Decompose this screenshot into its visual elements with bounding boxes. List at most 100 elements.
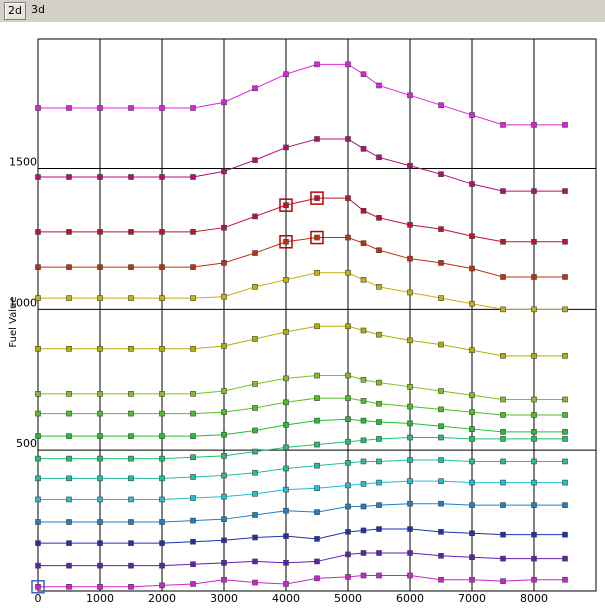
data-point — [314, 323, 320, 330]
data-point — [190, 345, 196, 352]
data-point — [190, 229, 196, 235]
data-point — [159, 105, 165, 111]
data-point — [500, 396, 506, 403]
data-point — [562, 306, 568, 313]
data-point — [562, 576, 568, 583]
data-point — [345, 195, 351, 201]
data-point — [128, 295, 134, 301]
data-point — [252, 427, 258, 434]
cursor-box — [31, 580, 45, 594]
data-point — [35, 410, 41, 417]
data-point — [35, 229, 41, 235]
data-point — [283, 238, 289, 245]
data-point — [469, 181, 475, 187]
data-point — [531, 353, 537, 359]
data-point — [97, 264, 103, 270]
data-point — [376, 379, 382, 386]
data-point — [407, 526, 413, 532]
data-point — [128, 475, 134, 482]
data-point — [35, 475, 41, 482]
data-point — [252, 448, 258, 455]
data-point — [360, 327, 367, 334]
data-point — [221, 453, 227, 459]
data-point — [190, 295, 196, 301]
y-tick-label: 1500 — [9, 156, 37, 169]
data-point — [35, 540, 41, 546]
data-point — [252, 579, 258, 586]
data-point — [190, 474, 196, 480]
data-point — [190, 264, 196, 270]
data-point — [562, 555, 568, 562]
data-point — [407, 420, 413, 427]
data-point — [252, 336, 258, 342]
data-point — [252, 469, 258, 476]
data-point — [469, 554, 475, 561]
data-point — [66, 264, 72, 270]
data-point — [376, 479, 382, 486]
data-point — [190, 454, 196, 461]
data-point — [469, 426, 475, 432]
data-point — [159, 582, 165, 589]
data-point — [438, 226, 444, 232]
data-point — [128, 264, 134, 270]
data-point — [500, 458, 506, 465]
data-point — [531, 436, 537, 442]
data-point — [190, 581, 196, 587]
view-button[interactable]: 2d — [4, 2, 26, 20]
data-point — [562, 396, 568, 403]
data-point — [407, 384, 413, 390]
data-point — [35, 264, 41, 270]
data-point — [128, 410, 134, 417]
data-point — [128, 455, 134, 462]
data-point — [159, 229, 165, 235]
data-point — [469, 392, 475, 399]
data-point — [190, 538, 196, 545]
data-point — [314, 395, 320, 401]
data-point — [438, 529, 444, 535]
data-point — [159, 264, 165, 270]
data-point — [562, 429, 568, 435]
data-point — [500, 412, 506, 418]
data-point — [407, 478, 413, 484]
data-point — [190, 517, 196, 524]
x-tick-label: 7000 — [458, 592, 486, 605]
data-point — [314, 234, 320, 241]
x-tick-label: 3000 — [210, 592, 238, 605]
data-point — [438, 406, 444, 413]
data-point — [345, 416, 351, 423]
data-point — [314, 269, 320, 276]
data-point — [66, 562, 72, 569]
data-point — [97, 519, 103, 525]
y-axis-label: Fuel Value — [8, 296, 19, 347]
data-point — [283, 444, 289, 451]
data-point — [345, 460, 351, 466]
data-point — [562, 412, 568, 418]
data-point — [562, 188, 568, 194]
data-point — [283, 533, 289, 539]
data-point — [66, 295, 72, 301]
view-button[interactable]: 3d — [31, 3, 45, 16]
data-point — [314, 558, 320, 565]
data-point — [562, 122, 568, 128]
data-point — [190, 391, 196, 397]
data-point — [345, 61, 351, 68]
data-point — [128, 391, 134, 397]
data-point — [314, 509, 320, 515]
data-point — [531, 555, 537, 562]
data-point — [221, 472, 227, 479]
data-point — [97, 105, 103, 111]
data-point — [469, 233, 475, 239]
data-point — [376, 154, 382, 161]
data-point — [469, 300, 475, 307]
data-point — [252, 512, 258, 518]
x-tick-label: 8000 — [520, 592, 548, 605]
data-point — [562, 479, 568, 486]
data-point — [562, 502, 568, 508]
data-point — [159, 433, 165, 439]
data-point — [97, 583, 103, 590]
data-point — [314, 372, 320, 379]
data-point — [159, 410, 165, 417]
data-point — [531, 531, 537, 538]
data-point — [314, 61, 320, 68]
data-point — [562, 274, 568, 280]
